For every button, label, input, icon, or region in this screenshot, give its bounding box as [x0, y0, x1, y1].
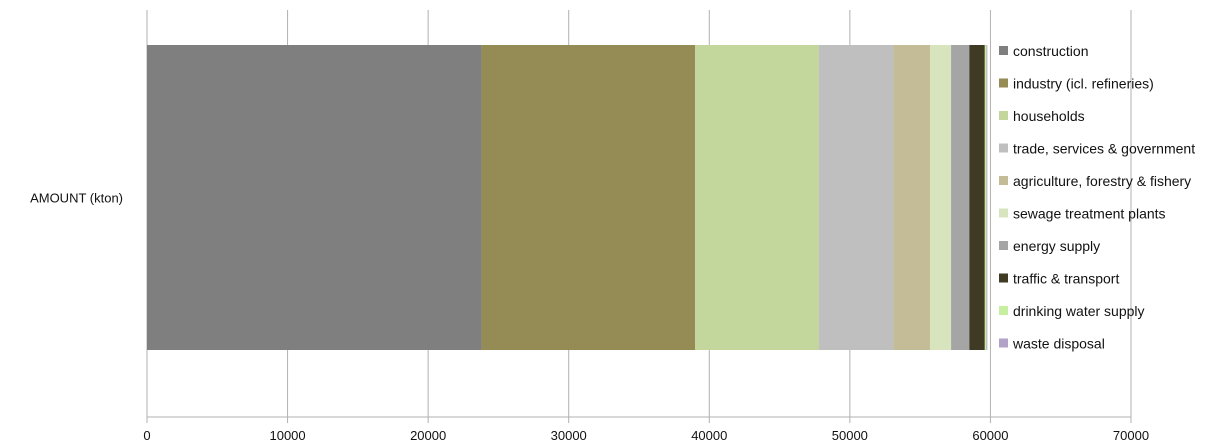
- legend-label: households: [1013, 108, 1085, 124]
- bar-segment: [986, 45, 988, 350]
- legend-swatch: [999, 338, 1008, 348]
- x-tick-label: 10000: [269, 428, 305, 443]
- bar-segment: [951, 45, 970, 350]
- legend-swatch: [999, 111, 1008, 120]
- bar-segment: [969, 45, 985, 350]
- legend-label: trade, services & government: [1013, 141, 1195, 157]
- legend-swatch: [999, 241, 1008, 250]
- bar-segment: [929, 45, 952, 350]
- legend-label: drinking water supply: [1013, 303, 1145, 319]
- legend-label: energy supply: [1013, 238, 1100, 254]
- x-tick-label: 30000: [551, 428, 587, 443]
- bar-segment: [481, 45, 696, 350]
- bar-segment: [147, 45, 482, 350]
- bar-segments: [147, 45, 988, 350]
- x-tick-label: 20000: [410, 428, 446, 443]
- legend-label: traffic & transport: [1013, 271, 1119, 287]
- legend-swatch: [999, 46, 1008, 55]
- legend-label: agriculture, forestry & fishery: [1013, 173, 1191, 189]
- x-tick-label: 40000: [691, 428, 727, 443]
- bar-segment: [984, 45, 987, 350]
- legend: construction industry (icl. refineries) ho…: [999, 43, 1195, 352]
- legend-swatch: [999, 208, 1008, 218]
- legend-swatch: [999, 176, 1008, 185]
- bar-segment: [695, 45, 819, 350]
- legend-swatch: [999, 306, 1008, 315]
- legend-swatch: [999, 273, 1008, 283]
- x-tick-label: 60000: [972, 428, 1008, 443]
- legend-label: construction: [1013, 43, 1088, 59]
- legend-label: sewage treatment plants: [1013, 206, 1166, 222]
- category-labels: AMOUNT (kton): [30, 191, 123, 206]
- x-tick-label: 70000: [1113, 428, 1149, 443]
- x-tick-label: 0: [143, 428, 150, 443]
- category-label: AMOUNT (kton): [30, 191, 123, 206]
- legend-label: waste disposal: [1012, 336, 1105, 352]
- legend-swatch: [999, 143, 1008, 153]
- bar-segment: [818, 45, 894, 350]
- x-tick-label: 50000: [832, 428, 868, 443]
- legend-label: industry (icl. refineries): [1013, 76, 1154, 92]
- x-tick-labels: 0 10000 20000 30000 40000 50000 60000 70000: [143, 428, 1149, 443]
- legend-swatch: [999, 78, 1008, 88]
- bar-segment: [893, 45, 930, 350]
